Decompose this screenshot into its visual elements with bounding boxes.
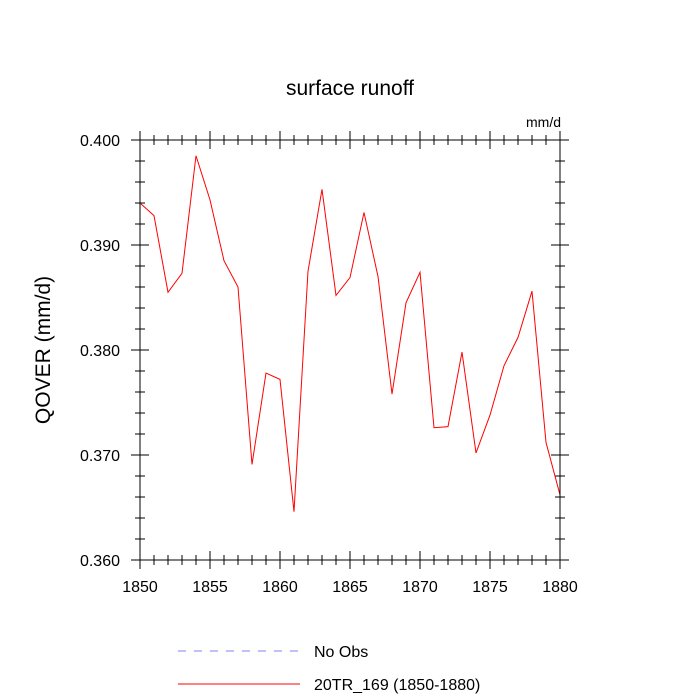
x-tick-labels: 1850 1855 1860 1865 1870 1875 1880 (122, 579, 578, 596)
x-tick-label: 1870 (402, 579, 438, 596)
y-tick-label: 0.380 (80, 343, 120, 360)
chart-title: surface runoff (286, 77, 414, 100)
x-tick-label: 1860 (262, 579, 298, 596)
x-tick-label: 1875 (472, 579, 508, 596)
x-tick-label: 1880 (542, 579, 578, 596)
y-tick-label: 0.360 (80, 553, 120, 570)
minor-ticks (135, 135, 565, 565)
plot-frame (139, 139, 561, 561)
units-label: mm/d (526, 114, 561, 130)
series-line-20tr-169 (139, 155, 561, 512)
major-ticks (131, 131, 569, 569)
y-tick-label: 0.390 (80, 238, 120, 255)
y-tick-label: 0.400 (80, 133, 120, 150)
legend-label-20tr-169: 20TR_169 (1850-1880) (314, 677, 480, 694)
x-tick-label: 1850 (122, 579, 158, 596)
series-layer (139, 155, 561, 512)
y-tick-labels: 0.360 0.370 0.380 0.390 0.400 (80, 133, 120, 570)
x-tick-label: 1855 (192, 579, 228, 596)
y-tick-label: 0.370 (80, 448, 120, 465)
y-axis-label: QOVER (mm/d) (32, 276, 55, 424)
x-tick-label: 1865 (332, 579, 368, 596)
legend-label-no-obs: No Obs (314, 644, 368, 661)
legend: No Obs 20TR_169 (1850-1880) (178, 644, 480, 694)
